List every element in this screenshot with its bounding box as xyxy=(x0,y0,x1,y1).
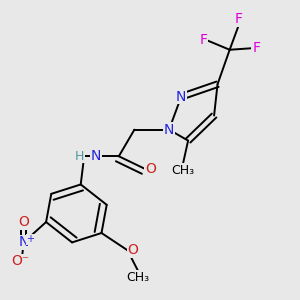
Text: CH₃: CH₃ xyxy=(171,164,194,177)
Text: O: O xyxy=(18,215,29,229)
Text: CH₃: CH₃ xyxy=(126,271,149,284)
Text: N: N xyxy=(164,123,174,136)
Text: +: + xyxy=(26,234,34,244)
Text: H: H xyxy=(75,150,84,163)
Text: F: F xyxy=(199,33,207,47)
Text: O⁻: O⁻ xyxy=(11,254,29,268)
Text: F: F xyxy=(252,41,260,55)
Text: F: F xyxy=(234,12,242,26)
Text: O: O xyxy=(128,243,138,257)
Text: O: O xyxy=(145,162,156,176)
Text: N: N xyxy=(18,236,29,249)
Text: N: N xyxy=(176,90,186,104)
Text: N: N xyxy=(91,149,101,163)
